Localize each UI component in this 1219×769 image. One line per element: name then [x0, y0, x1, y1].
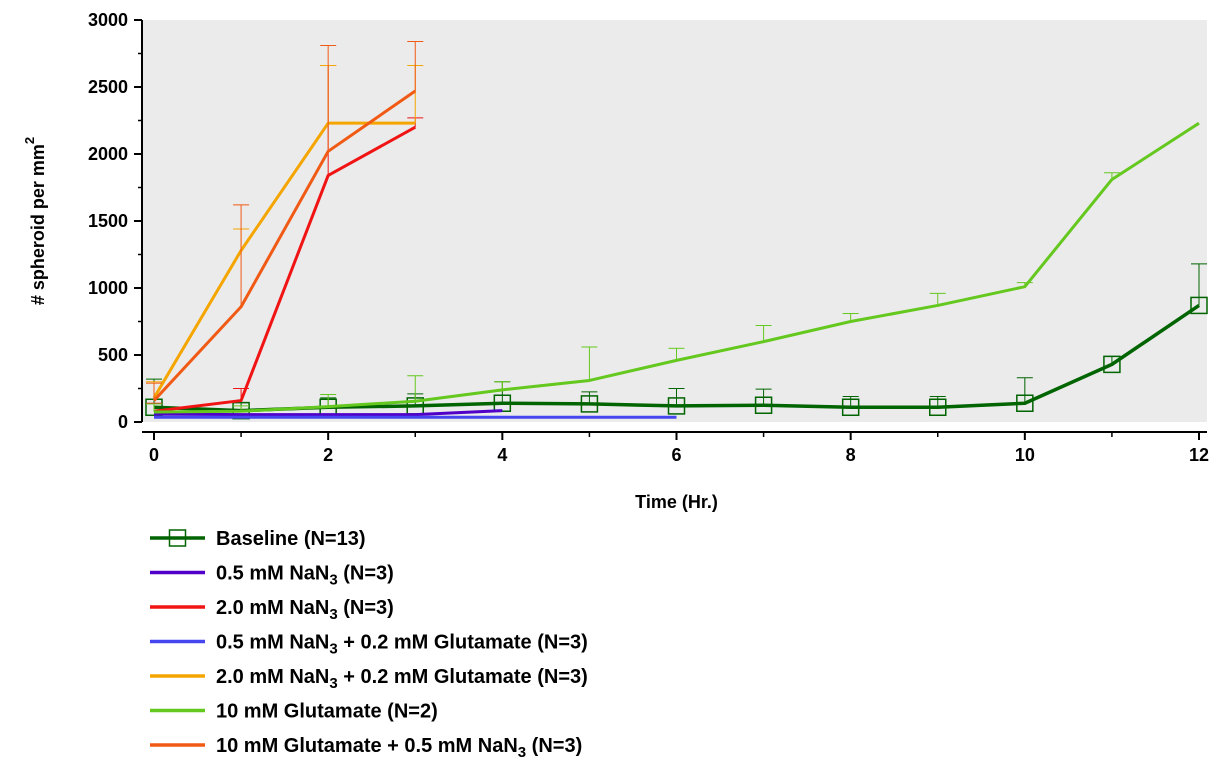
y-axis-title: # spheroid per mm2	[22, 137, 48, 305]
legend-label: 2.0 mM NaN3 + 0.2 mM Glutamate (N=3)	[216, 666, 588, 692]
legend-label-subscript: 3	[329, 675, 337, 692]
legend-label-text: 2.0 mM NaN	[216, 597, 329, 619]
y-axis-title-superscript: 2	[22, 137, 37, 144]
y-tick-label: 2500	[88, 77, 128, 97]
y-axis-title-text: # spheroid per mm	[28, 144, 48, 305]
legend-label-text: Baseline (N=13)	[216, 528, 366, 550]
data-point	[841, 398, 860, 417]
x-tick-label: 4	[497, 445, 507, 465]
series-line	[152, 89, 417, 402]
y-tick-label: 1000	[88, 278, 128, 298]
legend-label-text: 0.5 mM NaN	[216, 632, 329, 654]
data-point	[929, 398, 947, 417]
series-1	[153, 409, 503, 417]
series-5	[146, 121, 1200, 414]
legend-item: Baseline (N=13)	[150, 528, 366, 550]
legend-label-suffix: + 0.2 mM Glutamate (N=3)	[338, 632, 588, 654]
legend-item: 0.5 mM NaN3 (N=3)	[150, 563, 394, 589]
legend-item: 2.0 mM NaN3 + 0.2 mM Glutamate (N=3)	[150, 666, 588, 692]
legend-label-subscript: 3	[518, 744, 526, 761]
data-point	[580, 395, 599, 413]
legend-item: 10 mM Glutamate + 0.5 mM NaN3 (N=3)	[150, 735, 582, 761]
series-line	[153, 125, 416, 413]
legend-label-text: 10 mM Glutamate (N=2)	[216, 701, 438, 723]
legend-label-subscript: 3	[329, 606, 337, 623]
series-6	[146, 40, 424, 402]
y-tick-label: 500	[98, 345, 128, 365]
legend-label-text: 10 mM Glutamate + 0.5 mM NaN	[216, 735, 518, 757]
legend-item: 10 mM Glutamate (N=2)	[150, 701, 438, 723]
y-tick-label: 3000	[88, 10, 128, 30]
x-tick-label: 12	[1189, 445, 1209, 465]
x-tick-label: 0	[149, 445, 159, 465]
legend-label-suffix: (N=3)	[338, 597, 394, 619]
legend-label: 10 mM Glutamate + 0.5 mM NaN3 (N=3)	[216, 735, 582, 761]
legend-label: Baseline (N=13)	[216, 528, 366, 550]
y-tick-label: 2000	[88, 144, 128, 164]
plot-area-background	[142, 20, 1207, 422]
x-tick-label: 2	[323, 445, 333, 465]
legend-label-suffix: (N=3)	[526, 735, 582, 757]
data-point	[754, 396, 773, 414]
legend: Baseline (N=13)0.5 mM NaN3 (N=3)2.0 mM N…	[150, 528, 588, 761]
legend-label-text: 0.5 mM NaN	[216, 563, 329, 585]
legend-label: 2.0 mM NaN3 (N=3)	[216, 597, 394, 623]
legend-label: 0.5 mM NaN3 + 0.2 mM Glutamate (N=3)	[216, 632, 588, 658]
series-line	[152, 121, 416, 399]
y-tick-label: 0	[118, 412, 128, 432]
data-point	[1190, 296, 1208, 315]
x-axis-title: Time (Hr.)	[635, 492, 718, 512]
legend-label: 10 mM Glutamate (N=2)	[216, 701, 438, 723]
legend-item: 2.0 mM NaN3 (N=3)	[150, 597, 394, 623]
legend-label-suffix: (N=3)	[338, 563, 394, 585]
series-line	[153, 409, 503, 417]
legend-label-subscript: 3	[329, 572, 337, 589]
x-axis: 0 2 4 6 8 10 12	[142, 431, 1209, 465]
data-point	[1103, 355, 1121, 374]
series-line	[153, 121, 1200, 414]
legend-item: 0.5 mM NaN3 + 0.2 mM Glutamate (N=3)	[150, 632, 588, 658]
legend-label-subscript: 3	[329, 641, 337, 658]
x-tick-label: 8	[846, 445, 856, 465]
series-group	[145, 40, 1208, 420]
x-tick-label: 10	[1015, 445, 1035, 465]
legend-label: 0.5 mM NaN3 (N=3)	[216, 563, 394, 589]
legend-label-suffix: + 0.2 mM Glutamate (N=3)	[338, 666, 588, 688]
data-point	[1016, 394, 1034, 412]
legend-marker	[168, 529, 187, 547]
y-axis: 0 500 1000 1500 2000 2500 3000	[88, 10, 143, 432]
legend-label-text: 2.0 mM NaN	[216, 666, 329, 688]
data-point	[667, 397, 686, 415]
y-tick-label: 1500	[88, 211, 128, 231]
x-tick-label: 6	[671, 445, 681, 465]
